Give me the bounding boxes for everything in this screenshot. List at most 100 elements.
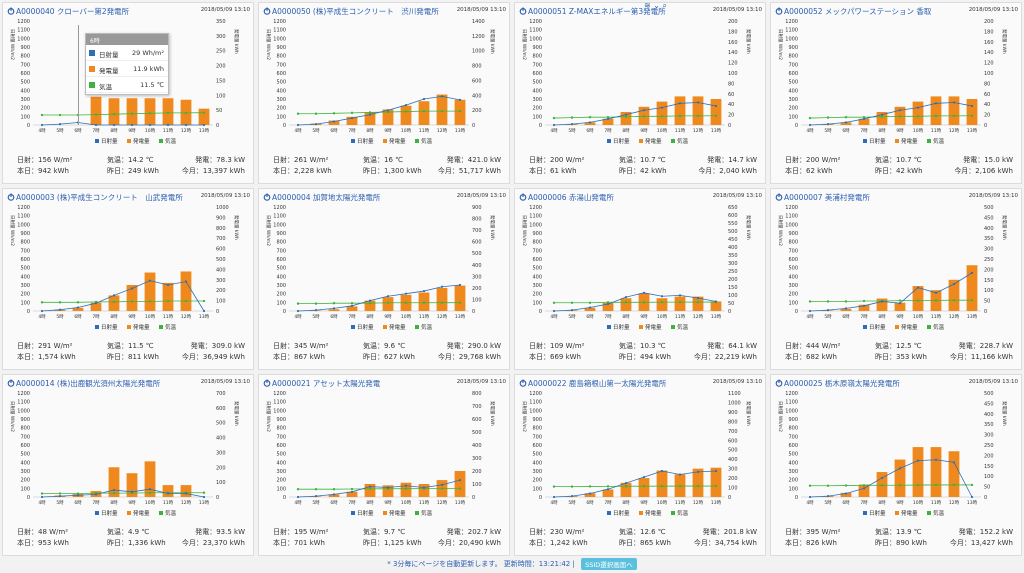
sunlight-point[interactable] [202,123,206,127]
power-bar[interactable] [346,491,358,497]
temperature-point[interactable] [202,491,206,494]
sunlight-point[interactable] [642,109,646,112]
sunlight-point[interactable] [898,467,902,470]
sunlight-point[interactable] [678,473,682,476]
temperature-point[interactable] [458,487,462,490]
sunlight-point[interactable] [880,113,884,116]
temperature-point[interactable] [696,484,700,488]
sunlight-point[interactable] [76,306,80,309]
sunlight-point[interactable] [844,492,848,495]
generation-chart[interactable]: 0100200300400500600700800900100011001200… [771,15,1023,145]
power-bar[interactable] [328,120,340,125]
temperature-point[interactable] [404,301,408,304]
temperature-point[interactable] [844,116,848,119]
legend-label-power[interactable]: 発電量 [645,509,662,517]
legend-label-sun[interactable]: 日射量 [101,137,118,145]
sunlight-point[interactable] [624,296,628,299]
plant-title-link[interactable]: A0000040 クローバー第2発電所 [7,6,129,17]
temperature-point[interactable] [642,484,646,488]
temperature-point[interactable] [440,301,444,304]
power-bar[interactable] [620,482,632,497]
sunlight-point[interactable] [934,291,938,294]
sunlight-point[interactable] [624,482,628,485]
sunlight-point[interactable] [880,300,884,303]
legend-swatch[interactable] [159,511,163,515]
sunlight-point[interactable] [570,495,574,498]
power-bar[interactable] [584,493,596,497]
temperature-point[interactable] [916,115,920,118]
plant-panel[interactable]: A0000052 メックパワーステーション 香取 2018/05/09 13:10… [770,2,1022,184]
plant-panel[interactable]: A0000007 美浦村発電所 2018/05/09 13:10 0 100 200 30… [770,188,1022,370]
sunlight-point[interactable] [184,492,188,495]
power-bar[interactable] [364,484,376,497]
legend-label-temp[interactable]: 気温 [677,137,689,145]
legend-label-temp[interactable]: 気温 [677,509,689,517]
temperature-point[interactable] [202,111,206,114]
power-bar[interactable] [948,451,960,497]
legend-label-temp[interactable]: 気温 [165,509,177,517]
sunlight-point[interactable] [422,97,426,101]
plant-panel[interactable]: A0000025 栃木原嶺太陽光発電所 2018/05/09 13:10 0 100 2… [770,374,1022,556]
temperature-point[interactable] [714,114,718,117]
sunlight-point[interactable] [880,476,884,480]
plant-title-link[interactable]: A0000021 アセット太陽光発電 [263,378,380,389]
sunlight-point[interactable] [826,309,830,312]
legend-swatch[interactable] [95,511,99,515]
power-bar[interactable] [144,272,156,311]
sunlight-point[interactable] [714,469,718,473]
sunlight-point[interactable] [148,488,152,491]
sunlight-point[interactable] [386,109,390,112]
temperature-point[interactable] [862,116,866,119]
sunlight-point[interactable] [202,309,206,313]
temperature-point[interactable] [58,492,62,495]
sunlight-point[interactable] [350,116,354,120]
power-bar[interactable] [584,307,596,311]
legend-swatch[interactable] [159,325,163,329]
legend-swatch[interactable] [895,139,899,143]
legend-label-power[interactable]: 発電量 [901,137,918,145]
temperature-point[interactable] [970,483,974,487]
sunlight-point[interactable] [678,102,682,105]
sunlight-point[interactable] [916,459,920,462]
power-bar[interactable] [108,467,120,497]
plant-panel[interactable]: A0000040 クローバー第2発電所 2018/05/09 13:10 0 100 2… [2,2,254,184]
legend-swatch[interactable] [351,511,355,515]
temperature-point[interactable] [76,492,80,495]
temperature-point[interactable] [350,302,354,305]
sunlight-point[interactable] [844,121,848,124]
power-bar[interactable] [710,99,722,125]
power-bar[interactable] [858,304,870,311]
temperature-point[interactable] [350,487,354,491]
temperature-point[interactable] [642,115,646,118]
sunlight-point[interactable] [58,123,62,126]
power-bar[interactable] [162,282,174,311]
power-bar[interactable] [454,99,466,125]
plant-panel[interactable]: A0000006 赤湯山発電所 2018/05/09 13:10 0 100 200 30… [514,188,766,370]
sunlight-point[interactable] [660,469,664,473]
power-bar[interactable] [692,96,704,125]
power-bar[interactable] [840,492,852,497]
power-bar[interactable] [858,118,870,125]
power-bar[interactable] [674,96,686,125]
sunlight-point[interactable] [386,295,390,298]
power-bar[interactable] [894,302,906,311]
legend-label-sun[interactable]: 日射量 [357,509,374,517]
legend-label-sun[interactable]: 日射量 [613,509,630,517]
legend-label-temp[interactable]: 気温 [421,509,433,517]
power-bar[interactable] [966,265,978,311]
sunlight-point[interactable] [76,494,80,497]
temperature-point[interactable] [296,488,300,491]
plant-title-link[interactable]: A0000007 美浦村発電所 [775,192,870,203]
power-bar[interactable] [710,301,722,311]
power-bar[interactable] [930,96,942,125]
temperature-point[interactable] [552,116,556,120]
legend-swatch[interactable] [383,139,387,143]
generation-chart[interactable]: 0100200300400500600700800900100011001200… [3,387,255,517]
temperature-point[interactable] [624,115,628,118]
power-bar[interactable] [90,96,102,125]
legend-swatch[interactable] [607,325,611,329]
legend-label-temp[interactable]: 気温 [933,137,945,145]
sunlight-point[interactable] [184,123,188,127]
generation-chart[interactable]: 0100200300400500600700800900100011001200… [3,15,255,145]
power-bar[interactable] [180,271,192,311]
